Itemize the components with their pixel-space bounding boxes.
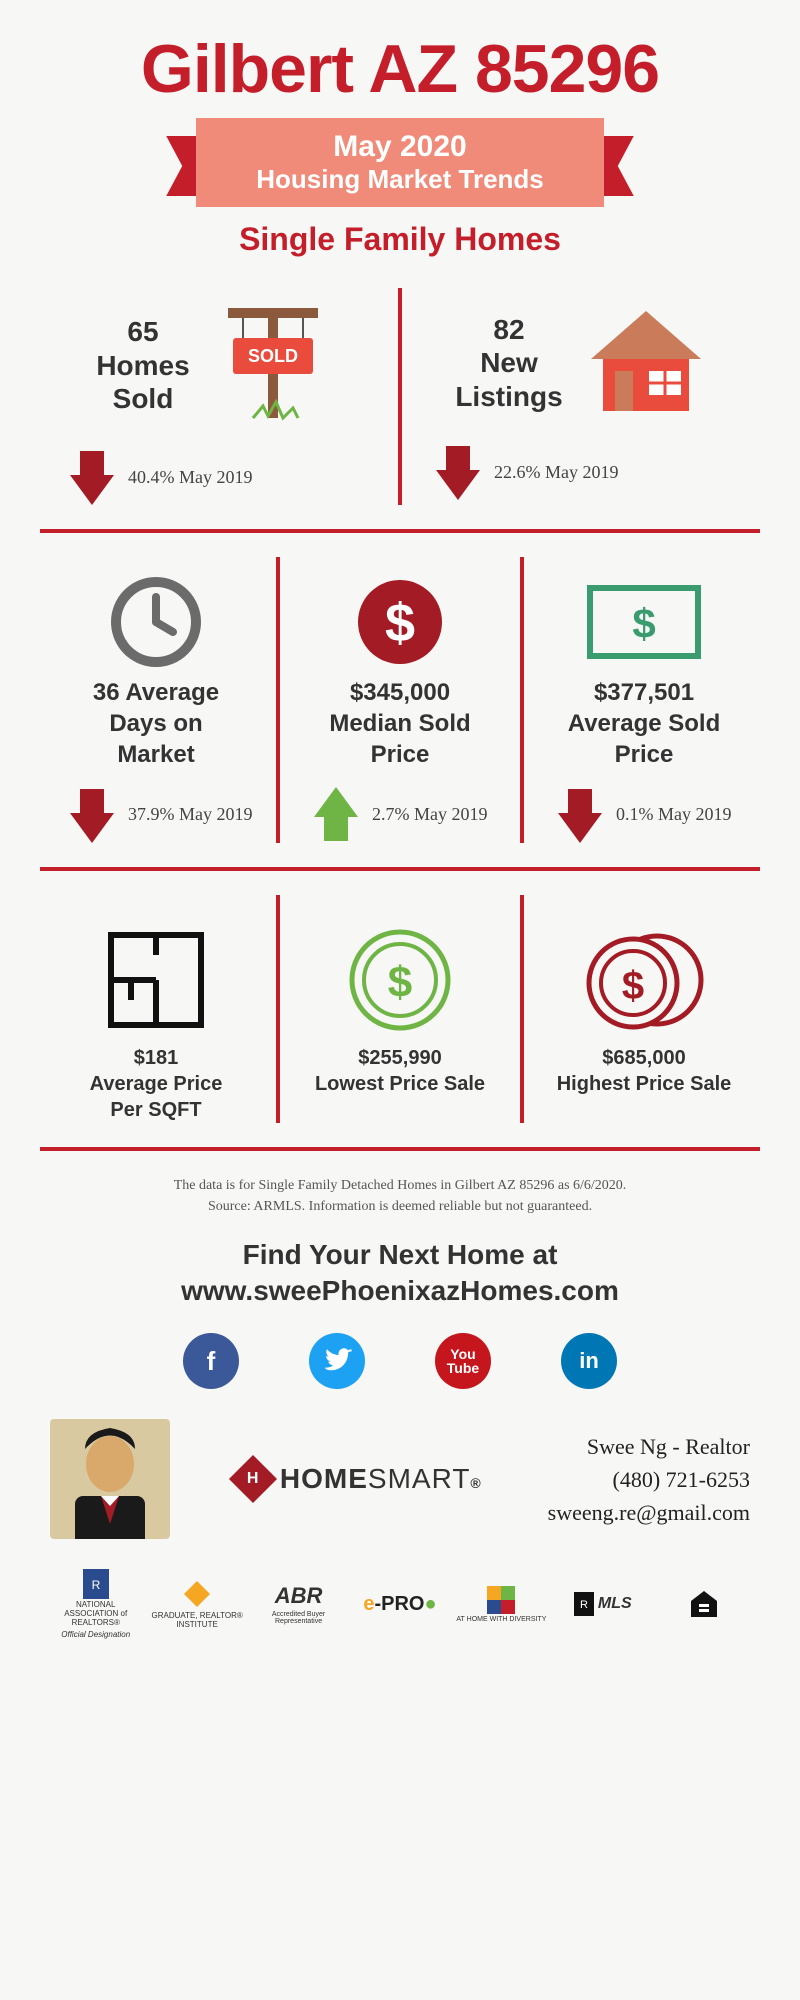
dom-value: 36 Average (50, 677, 262, 708)
down-arrow-icon (70, 813, 114, 843)
ribbon-month: May 2020 (256, 130, 544, 164)
coins-outline-icon: $ (579, 925, 709, 1035)
down-arrow-icon (436, 470, 480, 500)
svg-text:$: $ (622, 964, 644, 1008)
clock-icon (111, 577, 201, 667)
avg-trend: 0.1% May 2019 (616, 804, 732, 825)
brand-logo: H HOMESMART® (236, 1462, 482, 1496)
summary-row-1: 65 Homes Sold SOLD (40, 288, 760, 505)
contact-info: Swee Ng - Realtor (480) 721-6253 sweeng.… (548, 1430, 750, 1529)
certification-logos: R NATIONAL ASSOCIATION of REALTORS® Offi… (40, 1559, 760, 1638)
diversity-logo: AT HOME WITH DIVERSITY (456, 1586, 547, 1623)
down-arrow-icon (70, 475, 114, 505)
gri-logo: GRADUATE, REALTOR® INSTITUTE (151, 1579, 242, 1629)
homes-sold-label1: Homes (96, 349, 189, 383)
abr-logo: ABR Accredited Buyer Representative (253, 1583, 344, 1625)
lowest-label: Lowest Price Sale (294, 1071, 506, 1097)
house-icon (581, 301, 711, 426)
avg-label2: Price (538, 739, 750, 770)
days-on-market-cell: 36 Average Days on Market 37.9% May 2019 (40, 557, 272, 843)
svg-text:SOLD: SOLD (248, 346, 298, 366)
contact-row: H HOMESMART® Swee Ng - Realtor (480) 721… (40, 1419, 760, 1539)
svg-text:R: R (91, 1578, 100, 1592)
lowest-price-cell: $ $255,990 Lowest Price Sale (284, 895, 516, 1123)
coin-outline-icon: $ (345, 925, 455, 1035)
cta-block: Find Your Next Home at www.sweePhoenixaz… (40, 1237, 760, 1310)
homes-sold-label2: Sold (96, 382, 189, 416)
facebook-icon[interactable]: f (183, 1333, 239, 1389)
median-trend: 2.7% May 2019 (372, 804, 488, 825)
sqft-label1: Average Price (50, 1071, 262, 1097)
page-title: Gilbert AZ 85296 (40, 30, 760, 108)
cta-url[interactable]: www.sweePhoenixazHomes.com (40, 1273, 760, 1309)
dom-trend: 37.9% May 2019 (128, 804, 253, 825)
highest-price-cell: $ $685,000 Highest Price Sale (528, 895, 760, 1123)
lowest-value: $255,990 (294, 1045, 506, 1071)
new-listings-value: 82 (455, 313, 562, 347)
avg-label1: Average Sold (538, 708, 750, 739)
realtor-email[interactable]: sweeng.re@gmail.com (548, 1496, 750, 1529)
homes-sold-cell: 65 Homes Sold SOLD (40, 288, 394, 505)
avg-price-cell: $ $377,501 Average Sold Price 0.1% May 2… (528, 557, 760, 843)
svg-text:$: $ (385, 593, 415, 653)
realtor-photo (50, 1419, 170, 1539)
sold-sign-icon: SOLD (208, 298, 338, 433)
equal-housing-icon (659, 1589, 750, 1619)
category-subtitle: Single Family Homes (40, 221, 760, 258)
ribbon-banner: May 2020 Housing Market Trends (40, 118, 760, 207)
new-listings-cell: 82 New Listings 22.6% (406, 288, 760, 505)
svg-text:R: R (580, 1599, 588, 1611)
highest-label: Highest Price Sale (538, 1071, 750, 1097)
up-arrow-icon (314, 787, 358, 817)
dom-label2: Market (50, 739, 262, 770)
dollar-circle-icon: $ (355, 577, 445, 667)
cta-line1: Find Your Next Home at (40, 1237, 760, 1273)
social-row: f YouTube in (40, 1333, 760, 1389)
realtor-name: Swee Ng - Realtor (548, 1430, 750, 1463)
nar-logo: R NATIONAL ASSOCIATION of REALTORS® Offi… (50, 1569, 141, 1638)
svg-text:$: $ (388, 958, 412, 1007)
summary-row-2: 36 Average Days on Market 37.9% May 2019… (40, 557, 760, 843)
floorplan-icon (101, 925, 211, 1035)
new-listings-trend: 22.6% May 2019 (494, 462, 619, 483)
epro-logo: e-PRO● (354, 1593, 445, 1616)
ribbon-subtitle: Housing Market Trends (256, 164, 544, 195)
median-price-cell: $ $345,000 Median Sold Price 2.7% May 20… (284, 557, 516, 843)
avg-value: $377,501 (538, 677, 750, 708)
realtor-phone[interactable]: (480) 721-6253 (548, 1463, 750, 1496)
down-arrow-icon (558, 813, 602, 843)
dom-label1: Days on (50, 708, 262, 739)
homes-sold-value: 65 (96, 315, 189, 349)
median-value: $345,000 (294, 677, 506, 708)
sqft-label2: Per SQFT (50, 1097, 262, 1123)
median-label1: Median Sold (294, 708, 506, 739)
sqft-value: $181 (50, 1045, 262, 1071)
twitter-icon[interactable] (309, 1333, 365, 1389)
svg-text:$: $ (632, 600, 655, 647)
new-listings-label2: Listings (455, 380, 562, 414)
highest-value: $685,000 (538, 1045, 750, 1071)
median-label2: Price (294, 739, 506, 770)
new-listings-label1: New (455, 346, 562, 380)
mls-logo: R MLS (557, 1592, 648, 1616)
youtube-icon[interactable]: YouTube (435, 1333, 491, 1389)
linkedin-icon[interactable]: in (561, 1333, 617, 1389)
dollar-bill-icon: $ (584, 582, 704, 662)
data-source-footnote: The data is for Single Family Detached H… (60, 1175, 740, 1217)
summary-row-3: $181 Average Price Per SQFT $ $255,990 L… (40, 895, 760, 1123)
homes-sold-trend: 40.4% May 2019 (128, 467, 253, 488)
price-sqft-cell: $181 Average Price Per SQFT (40, 895, 272, 1123)
